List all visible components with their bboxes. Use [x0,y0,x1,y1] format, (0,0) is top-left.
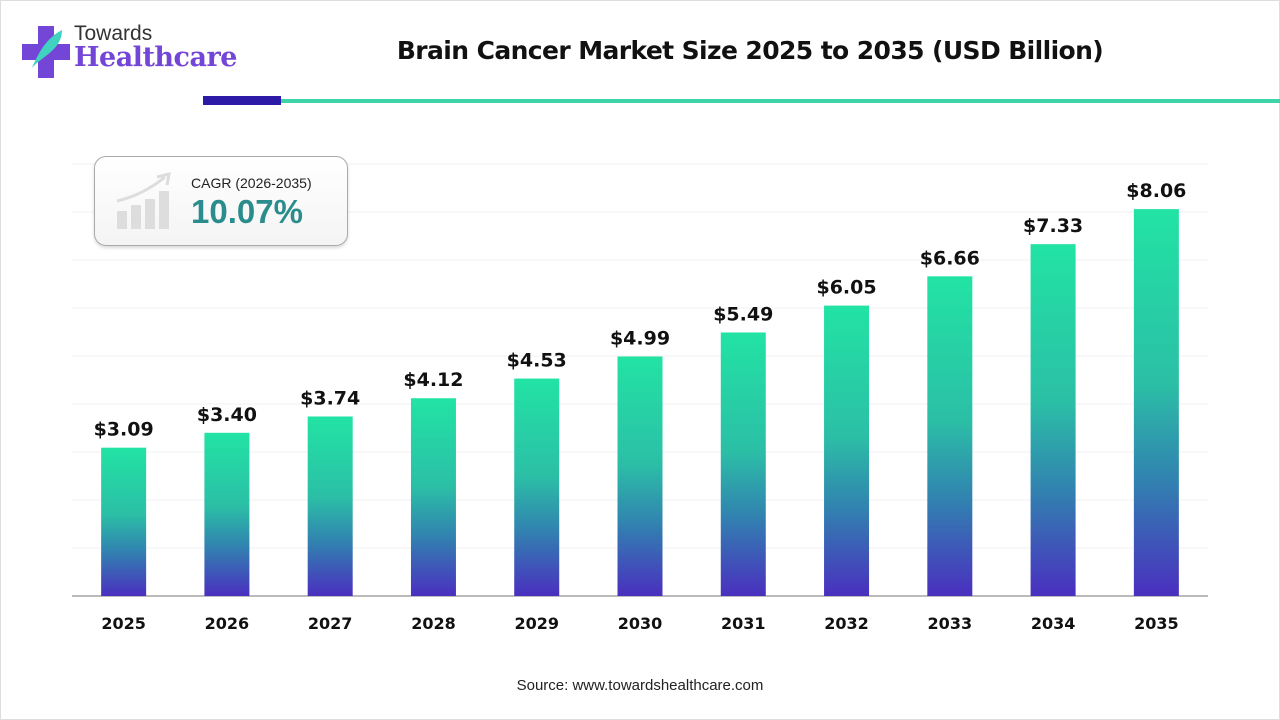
bar-2026 [204,432,250,596]
data-label: $3.09 [94,419,154,441]
bar-2032 [824,305,870,596]
source-note: Source: www.towardshealthcare.com [516,677,764,694]
brand-line1: Towards [74,22,153,45]
cagr-value: 10.07% [191,193,303,230]
accent-divider-teal [281,99,1280,103]
bar-2035 [1133,209,1179,596]
x-tick-label: 2032 [824,614,869,633]
data-label: $7.33 [1023,215,1083,237]
bar-2028 [410,398,456,596]
data-label: $6.66 [920,247,980,269]
data-label: $4.12 [403,369,463,391]
medical-cross-icon [22,26,70,78]
growth-chart-icon [116,171,171,229]
data-label: $4.99 [610,327,670,349]
bar-2025 [101,447,147,596]
x-tick-label: 2027 [308,614,353,633]
data-label: $3.74 [300,387,360,409]
x-tick-label: 2025 [101,614,146,633]
brand-logo: Towards Healthcare [22,22,242,82]
x-tick-label: 2035 [1134,614,1179,633]
bar-2030 [617,356,663,596]
data-label: $8.06 [1126,180,1186,202]
data-label: $3.40 [197,404,257,426]
x-tick-label: 2029 [514,614,559,633]
cagr-card: CAGR (2026-2035) 10.07% [94,156,348,246]
x-tick-label: 2030 [618,614,663,633]
bar-2031 [720,332,766,596]
bar-2033 [927,276,973,596]
x-tick-label: 2033 [928,614,973,633]
x-tick-label: 2028 [411,614,456,633]
brand-line2: Healthcare [74,42,237,73]
cagr-label: CAGR (2026-2035) [191,175,312,191]
x-tick-label: 2034 [1031,614,1076,633]
accent-divider-dark [203,96,281,105]
bar-2027 [307,416,353,596]
bar-2034 [1030,244,1076,596]
data-label: $4.53 [507,350,567,372]
chart-title: Brain Cancer Market Size 2025 to 2035 (U… [396,36,1104,65]
x-tick-label: 2026 [205,614,250,633]
bar-2029 [514,378,560,596]
data-label: $5.49 [713,303,773,325]
data-label: $6.05 [816,277,876,299]
x-tick-label: 2031 [721,614,766,633]
